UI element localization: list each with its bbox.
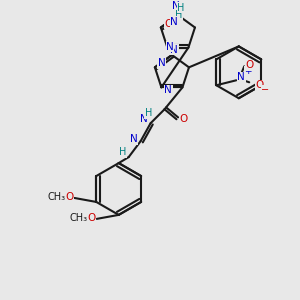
Text: CH₃: CH₃ — [70, 213, 88, 223]
Text: O: O — [88, 213, 96, 223]
Text: H: H — [119, 147, 126, 157]
Text: H: H — [175, 10, 183, 20]
Text: O: O — [245, 60, 253, 70]
Text: O: O — [165, 19, 173, 28]
Text: −: − — [261, 85, 269, 95]
Text: N: N — [170, 16, 178, 26]
Text: N: N — [166, 42, 174, 52]
Text: O: O — [255, 80, 263, 90]
Text: H: H — [177, 3, 185, 13]
Text: N: N — [172, 1, 180, 11]
Text: H: H — [145, 108, 152, 118]
Text: O: O — [179, 114, 188, 124]
Text: N: N — [170, 44, 178, 55]
Text: N: N — [158, 58, 166, 68]
Text: N: N — [140, 114, 148, 124]
Text: N: N — [164, 85, 172, 95]
Text: CH₃: CH₃ — [47, 192, 65, 202]
Text: N: N — [130, 134, 137, 144]
Text: O: O — [65, 192, 74, 202]
Text: N: N — [237, 72, 245, 82]
Text: +: + — [244, 67, 252, 76]
